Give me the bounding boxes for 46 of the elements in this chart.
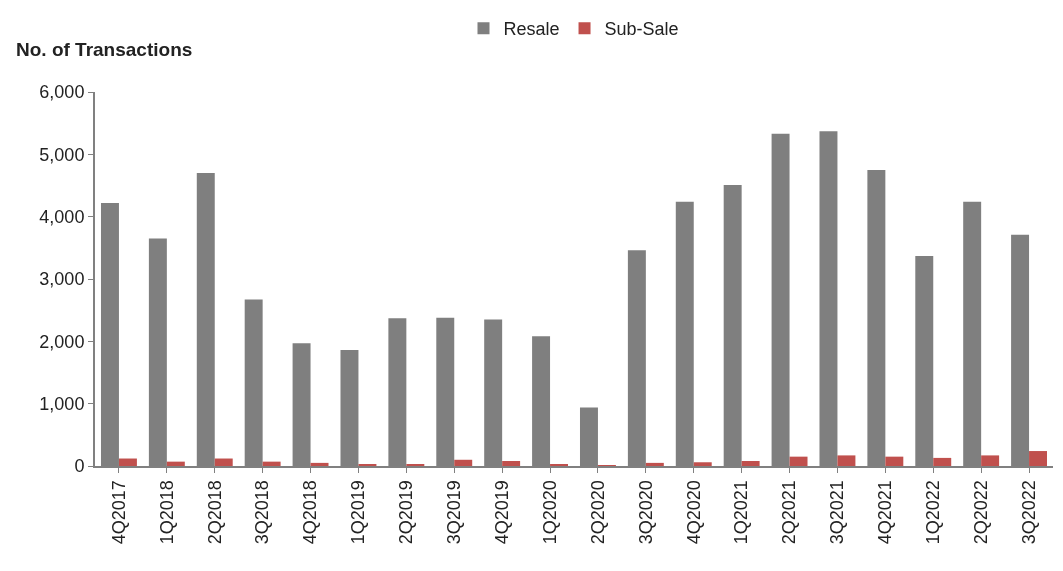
legend-label: Resale	[503, 19, 560, 40]
x-tick-label: 1Q2022	[923, 480, 944, 545]
x-tick-label: 4Q2021	[875, 480, 896, 545]
bar	[741, 461, 760, 466]
x-tick-label: 3Q2020	[635, 480, 656, 545]
y-tick-label: 2,000	[39, 331, 85, 352]
y-tick-label: 4,000	[39, 206, 85, 227]
bar	[166, 461, 185, 466]
bar	[885, 456, 904, 466]
x-tick-label: 2Q2018	[204, 480, 225, 545]
legend-label: Sub-Sale	[604, 19, 679, 40]
x-tick-label: 4Q2020	[683, 480, 704, 545]
bar	[1029, 451, 1048, 466]
y-axis-title: No. of Transactions	[16, 39, 193, 60]
bar	[981, 455, 1000, 466]
x-tick-label: 4Q2019	[492, 480, 512, 545]
x-tick-label: 1Q2018	[156, 480, 177, 545]
x-tick-label: 1Q2019	[348, 480, 369, 545]
x-tick-label: 1Q2020	[539, 480, 560, 545]
bar	[837, 455, 856, 466]
x-tick-label: 3Q2021	[827, 480, 848, 545]
x-tick-label: 2Q2019	[396, 480, 417, 545]
bar	[262, 461, 281, 466]
x-tick-label: 3Q2022	[1018, 480, 1039, 545]
x-tick-label: 1Q2021	[731, 480, 752, 545]
x-tick-label: 3Q2019	[444, 480, 465, 545]
bar	[310, 462, 329, 466]
x-tick-label: 2Q2021	[779, 480, 800, 545]
y-tick-label: 0	[74, 456, 85, 477]
y-tick-label: 3,000	[39, 269, 85, 290]
bar	[789, 456, 808, 466]
bar	[693, 462, 712, 466]
x-tick-label: 2Q2022	[971, 480, 991, 545]
y-tick-label: 6,000	[39, 82, 85, 103]
bar	[118, 458, 137, 466]
y-tick-label: 5,000	[39, 144, 85, 165]
bar	[645, 462, 664, 466]
x-tick-label: 3Q2018	[252, 480, 273, 545]
bar	[933, 457, 952, 466]
x-tick-label: 2Q2020	[587, 480, 608, 545]
bar	[454, 459, 473, 466]
bar	[214, 458, 233, 466]
x-tick-label: 4Q2018	[300, 480, 321, 545]
y-tick-label: 1,000	[39, 393, 85, 414]
bar	[502, 461, 521, 466]
x-tick-label: 4Q2017	[108, 480, 129, 545]
